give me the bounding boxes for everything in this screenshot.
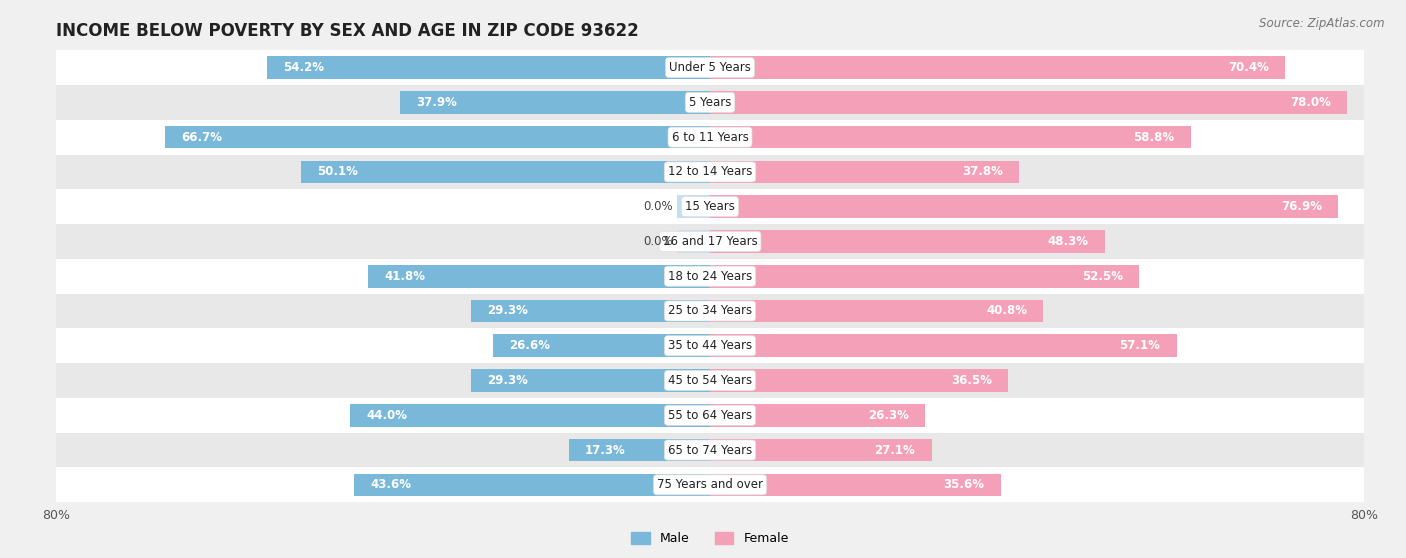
Text: 75 Years and over: 75 Years and over: [657, 478, 763, 491]
Text: 52.5%: 52.5%: [1081, 270, 1123, 283]
Text: 26.3%: 26.3%: [868, 409, 908, 422]
Text: 48.3%: 48.3%: [1047, 235, 1088, 248]
Bar: [267, 56, 710, 79]
Bar: [401, 91, 710, 114]
Text: Source: ZipAtlas.com: Source: ZipAtlas.com: [1260, 17, 1385, 30]
Text: 15 Years: 15 Years: [685, 200, 735, 213]
Text: 27.1%: 27.1%: [875, 444, 915, 456]
Text: 40.8%: 40.8%: [986, 305, 1028, 318]
Bar: [56, 259, 1364, 294]
Text: 70.4%: 70.4%: [1229, 61, 1270, 74]
Text: 58.8%: 58.8%: [1133, 131, 1174, 143]
Text: 17.3%: 17.3%: [585, 444, 626, 456]
Bar: [350, 404, 710, 426]
Text: 76.9%: 76.9%: [1281, 200, 1322, 213]
Text: 54.2%: 54.2%: [284, 61, 325, 74]
Bar: [56, 363, 1364, 398]
Bar: [471, 369, 710, 392]
Text: INCOME BELOW POVERTY BY SEX AND AGE IN ZIP CODE 93622: INCOME BELOW POVERTY BY SEX AND AGE IN Z…: [56, 22, 638, 40]
Text: Under 5 Years: Under 5 Years: [669, 61, 751, 74]
Text: 37.8%: 37.8%: [962, 165, 1002, 179]
Bar: [368, 265, 710, 287]
Bar: [710, 126, 1191, 148]
Text: 0.0%: 0.0%: [644, 235, 673, 248]
Text: 26.6%: 26.6%: [509, 339, 550, 352]
Text: 66.7%: 66.7%: [181, 131, 222, 143]
Bar: [568, 439, 710, 461]
Text: 37.9%: 37.9%: [416, 96, 457, 109]
Bar: [678, 195, 710, 218]
Bar: [710, 56, 1285, 79]
Bar: [56, 294, 1364, 328]
Bar: [678, 230, 710, 253]
Text: 35.6%: 35.6%: [943, 478, 984, 491]
Bar: [710, 474, 1001, 496]
Text: 5 Years: 5 Years: [689, 96, 731, 109]
Text: 41.8%: 41.8%: [385, 270, 426, 283]
Bar: [165, 126, 710, 148]
Bar: [471, 300, 710, 323]
Bar: [301, 161, 710, 183]
Bar: [492, 334, 710, 357]
Bar: [710, 404, 925, 426]
Text: 50.1%: 50.1%: [316, 165, 357, 179]
Bar: [56, 468, 1364, 502]
Bar: [710, 300, 1043, 323]
Text: 36.5%: 36.5%: [950, 374, 993, 387]
Bar: [56, 328, 1364, 363]
Text: 44.0%: 44.0%: [367, 409, 408, 422]
Text: 55 to 64 Years: 55 to 64 Years: [668, 409, 752, 422]
Text: 29.3%: 29.3%: [486, 374, 527, 387]
Text: 12 to 14 Years: 12 to 14 Years: [668, 165, 752, 179]
Text: 29.3%: 29.3%: [486, 305, 527, 318]
Bar: [710, 369, 1008, 392]
Legend: Male, Female: Male, Female: [626, 527, 794, 550]
Text: 65 to 74 Years: 65 to 74 Years: [668, 444, 752, 456]
Text: 78.0%: 78.0%: [1291, 96, 1331, 109]
Text: 45 to 54 Years: 45 to 54 Years: [668, 374, 752, 387]
Text: 6 to 11 Years: 6 to 11 Years: [672, 131, 748, 143]
Bar: [56, 432, 1364, 468]
Text: 16 and 17 Years: 16 and 17 Years: [662, 235, 758, 248]
Text: 35 to 44 Years: 35 to 44 Years: [668, 339, 752, 352]
Bar: [56, 189, 1364, 224]
Bar: [56, 398, 1364, 432]
Text: 0.0%: 0.0%: [644, 200, 673, 213]
Bar: [710, 91, 1347, 114]
Bar: [710, 161, 1019, 183]
Bar: [710, 230, 1105, 253]
Bar: [56, 155, 1364, 189]
Bar: [710, 265, 1139, 287]
Text: 43.6%: 43.6%: [370, 478, 411, 491]
Bar: [354, 474, 710, 496]
Bar: [56, 85, 1364, 120]
Text: 25 to 34 Years: 25 to 34 Years: [668, 305, 752, 318]
Bar: [56, 120, 1364, 155]
Text: 57.1%: 57.1%: [1119, 339, 1160, 352]
Bar: [56, 50, 1364, 85]
Text: 18 to 24 Years: 18 to 24 Years: [668, 270, 752, 283]
Bar: [56, 224, 1364, 259]
Bar: [710, 439, 932, 461]
Bar: [710, 195, 1339, 218]
Bar: [710, 334, 1177, 357]
